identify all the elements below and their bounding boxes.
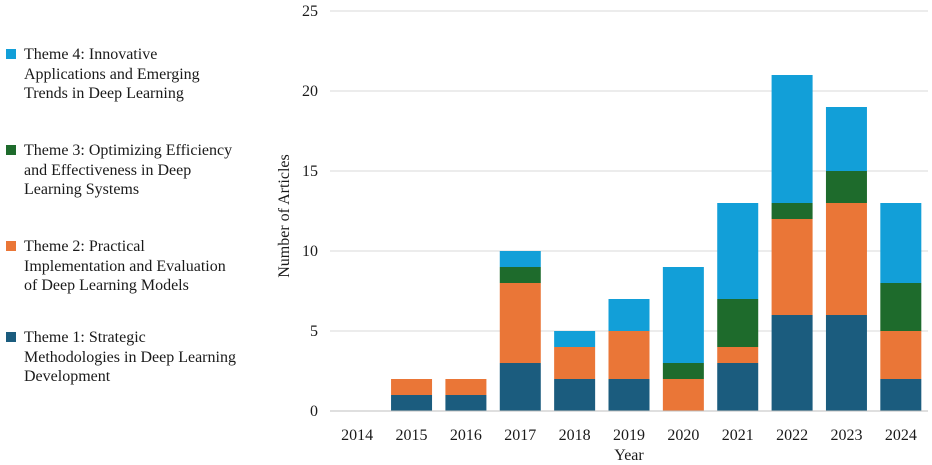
bar-segment-theme-4-2017: [499, 251, 541, 267]
bar-segment-theme-4-2024: [880, 203, 922, 283]
bar-segment-theme-1-2021: [717, 363, 759, 411]
bar-segment-theme-2-2016: [445, 379, 487, 395]
bar-segment-theme-2-2022: [771, 219, 813, 315]
legend-item-theme-2: Theme 2: Practical Implementation and Eva…: [6, 237, 269, 296]
bar-segment-theme-4-2021: [717, 203, 759, 299]
legend-item-theme-1: Theme 1: Strategic Methodologies in Deep …: [6, 328, 269, 387]
legend-swatch-theme-1: [6, 332, 16, 342]
bar-segment-theme-1-2015: [391, 395, 433, 411]
bar-segment-theme-2-2018: [554, 347, 596, 379]
legend-swatch-theme-2: [6, 241, 16, 251]
y-tick-label: 20: [302, 83, 318, 100]
x-tick-label: 2015: [396, 427, 428, 444]
bar-segment-theme-2-2017: [499, 283, 541, 363]
x-tick-label: 2014: [341, 427, 373, 444]
bar-segment-theme-4-2022: [771, 75, 813, 203]
bar-segment-theme-4-2023: [825, 107, 867, 171]
bar-segment-theme-1-2022: [771, 315, 813, 411]
y-tick-label: 25: [302, 3, 318, 20]
x-tick-label: 2018: [559, 427, 591, 444]
bar-segment-theme-1-2017: [499, 363, 541, 411]
legend-label-theme-1: Theme 1: Strategic Methodologies in Deep …: [24, 329, 236, 385]
bar-segment-theme-2-2020: [662, 379, 704, 411]
bar-segment-theme-3-2022: [771, 203, 813, 219]
x-tick-label: 2023: [830, 427, 862, 444]
legend-label-theme-3: Theme 3: Optimizing Efficiency and Effect…: [24, 142, 233, 198]
bar-segment-theme-2-2024: [880, 331, 922, 379]
x-tick-label: 2022: [776, 427, 808, 444]
legend-swatch-theme-3: [6, 145, 16, 155]
bar-segment-theme-4-2020: [662, 267, 704, 363]
bar-segment-theme-1-2016: [445, 395, 487, 411]
bar-segment-theme-1-2019: [608, 379, 650, 411]
bar-segment-theme-3-2017: [499, 267, 541, 283]
bar-segment-theme-2-2023: [825, 203, 867, 315]
bar-segment-theme-4-2019: [608, 299, 650, 331]
x-axis-title: Year: [614, 447, 644, 464]
bar-segment-theme-2-2019: [608, 331, 650, 379]
x-tick-label: 2016: [450, 427, 482, 444]
bar-series: [391, 75, 922, 411]
x-tick-label: 2019: [613, 427, 645, 444]
x-tick-label: 2021: [722, 427, 754, 444]
bar-segment-theme-3-2021: [717, 299, 759, 347]
chart-legend: Theme 4: Innovative Applications and Emer…: [6, 0, 268, 465]
y-tick-label: 10: [302, 243, 318, 260]
y-tick-label: 0: [310, 403, 318, 420]
bar-segment-theme-4-2018: [554, 331, 596, 347]
bar-segment-theme-3-2020: [662, 363, 704, 379]
bar-segment-theme-2-2021: [717, 347, 759, 363]
bar-segment-theme-1-2023: [825, 315, 867, 411]
x-tick-label: 2017: [504, 427, 536, 444]
y-tick-label: 15: [302, 163, 318, 180]
bar-segment-theme-3-2024: [880, 283, 922, 331]
y-axis-ticks: 0 5 10 15 20 25: [302, 3, 318, 420]
legend-label-theme-4: Theme 4: Innovative Applications and Emer…: [24, 46, 200, 102]
legend-item-theme-3: Theme 3: Optimizing Efficiency and Effect…: [6, 141, 269, 200]
legend-label-theme-2: Theme 2: Practical Implementation and Eva…: [24, 238, 226, 294]
bar-segment-theme-1-2018: [554, 379, 596, 411]
y-axis-title: Number of Articles: [276, 154, 293, 278]
legend-swatch-theme-4: [6, 49, 16, 59]
x-axis-ticks: 2014 2015 2016 2017 2018 2019 2020 2021 2022 2023…: [341, 427, 917, 444]
x-tick-label: 2020: [667, 427, 699, 444]
legend-item-theme-4: Theme 4: Innovative Applications and Emer…: [6, 45, 269, 104]
bar-segment-theme-3-2023: [825, 171, 867, 203]
bar-segment-theme-2-2015: [391, 379, 433, 395]
bar-segment-theme-1-2024: [880, 379, 922, 411]
x-tick-label: 2024: [885, 427, 917, 444]
y-tick-label: 5: [310, 323, 318, 340]
